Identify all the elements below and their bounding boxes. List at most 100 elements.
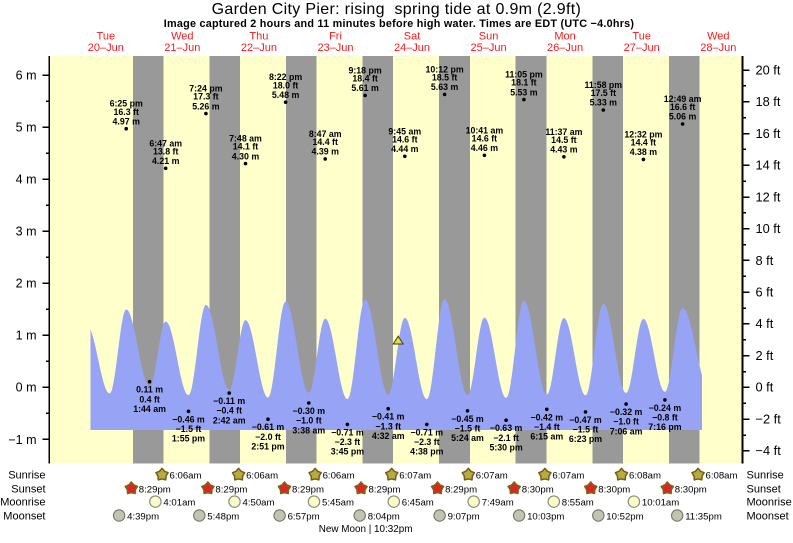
svg-text:16 ft: 16 ft xyxy=(756,126,781,141)
svg-text:6:07am: 6:07am xyxy=(476,471,508,482)
svg-text:2:51 pm: 2:51 pm xyxy=(251,442,284,452)
svg-text:6:47 am: 6:47 am xyxy=(149,138,182,148)
svg-text:12 ft: 12 ft xyxy=(756,189,781,204)
svg-text:13.8 ft: 13.8 ft xyxy=(153,146,178,156)
svg-text:4.46 m: 4.46 m xyxy=(471,143,499,153)
svg-text:8:29pm: 8:29pm xyxy=(292,484,324,495)
svg-text:5.63 m: 5.63 m xyxy=(431,82,459,92)
svg-text:Moonrise: Moonrise xyxy=(0,497,45,509)
svg-text:4:32 am: 4:32 am xyxy=(372,431,405,441)
svg-text:−0.46 m: −0.46 m xyxy=(172,414,205,424)
svg-text:0.11 m: 0.11 m xyxy=(136,385,163,395)
svg-text:18.1 ft: 18.1 ft xyxy=(511,78,536,88)
svg-text:18.4 ft: 18.4 ft xyxy=(352,74,377,84)
svg-text:2 ft: 2 ft xyxy=(756,348,774,363)
svg-text:6:07am: 6:07am xyxy=(399,471,431,482)
svg-text:11:37 am: 11:37 am xyxy=(545,127,582,137)
svg-text:10 ft: 10 ft xyxy=(756,221,781,236)
svg-text:5.33 m: 5.33 m xyxy=(590,98,618,108)
svg-text:−0.61 m: −0.61 m xyxy=(252,422,285,432)
svg-text:10:52pm: 10:52pm xyxy=(606,512,643,523)
svg-text:7:16 pm: 7:16 pm xyxy=(648,422,681,432)
svg-text:6:06am: 6:06am xyxy=(170,471,202,482)
svg-text:6:23 pm: 6:23 pm xyxy=(569,434,602,444)
svg-text:5.53 m: 5.53 m xyxy=(510,87,538,97)
svg-text:4.97 m: 4.97 m xyxy=(113,116,141,126)
svg-text:18.5 ft: 18.5 ft xyxy=(432,73,457,83)
svg-text:9:45 am: 9:45 am xyxy=(388,126,421,136)
svg-text:8:29pm: 8:29pm xyxy=(215,484,247,495)
svg-text:Wed: Wed xyxy=(171,31,193,43)
svg-text:14.6 ft: 14.6 ft xyxy=(392,134,417,144)
svg-text:−2.1 ft: −2.1 ft xyxy=(493,433,519,443)
svg-text:−2.3 ft: −2.3 ft xyxy=(414,437,440,447)
svg-text:Tue: Tue xyxy=(632,31,651,43)
svg-text:7:06 am: 7:06 am xyxy=(610,426,643,436)
svg-text:Image captured 2 hours and 11: Image captured 2 hours and 11 minutes be… xyxy=(164,18,635,30)
svg-text:−0.8 ft: −0.8 ft xyxy=(652,413,678,423)
svg-text:−1.5 ft: −1.5 ft xyxy=(573,425,599,435)
svg-text:8:30pm: 8:30pm xyxy=(675,484,707,495)
svg-text:22–Jun: 22–Jun xyxy=(241,42,277,54)
svg-text:4.30 m: 4.30 m xyxy=(232,151,260,161)
svg-text:16.6 ft: 16.6 ft xyxy=(670,102,695,112)
svg-text:Moonset: Moonset xyxy=(747,511,789,523)
svg-text:−0.71 m: −0.71 m xyxy=(331,427,364,437)
svg-text:1:44 am: 1:44 am xyxy=(133,404,166,414)
svg-text:8:47 am: 8:47 am xyxy=(309,129,342,139)
svg-text:8:29pm: 8:29pm xyxy=(445,484,477,495)
svg-text:Garden City Pier: rising spri: Garden City Pier: rising spring tide at … xyxy=(212,1,582,18)
svg-text:−0.32 m: −0.32 m xyxy=(610,407,643,417)
svg-text:−0.45 m: −0.45 m xyxy=(451,414,484,424)
svg-text:4.44 m: 4.44 m xyxy=(391,144,419,154)
svg-text:−0.71 m: −0.71 m xyxy=(411,427,444,437)
svg-text:2 m: 2 m xyxy=(16,277,37,291)
svg-text:5:30 pm: 5:30 pm xyxy=(489,443,522,453)
svg-text:6:08am: 6:08am xyxy=(706,471,738,482)
svg-text:7:48 am: 7:48 am xyxy=(229,134,262,144)
svg-text:5:24 am: 5:24 am xyxy=(451,433,484,443)
svg-text:11:05 pm: 11:05 pm xyxy=(505,70,543,80)
svg-text:−1 m: −1 m xyxy=(8,433,36,447)
svg-text:6:07am: 6:07am xyxy=(552,471,584,482)
svg-text:5.26 m: 5.26 m xyxy=(192,101,220,111)
svg-text:1 m: 1 m xyxy=(16,329,37,343)
svg-text:3:38 am: 3:38 am xyxy=(292,425,325,435)
svg-text:5 m: 5 m xyxy=(16,120,37,134)
svg-text:−0.30 m: −0.30 m xyxy=(293,406,326,416)
svg-text:4 ft: 4 ft xyxy=(756,316,774,331)
svg-text:6:15 am: 6:15 am xyxy=(530,432,563,442)
svg-text:4:01am: 4:01am xyxy=(163,498,195,509)
svg-text:21–Jun: 21–Jun xyxy=(164,42,200,54)
svg-text:−1.5 ft: −1.5 ft xyxy=(176,424,202,434)
svg-text:4:39pm: 4:39pm xyxy=(127,512,159,523)
svg-text:5:48pm: 5:48pm xyxy=(207,512,239,523)
svg-text:−0.63 m: −0.63 m xyxy=(490,423,523,433)
svg-text:10:12 pm: 10:12 pm xyxy=(426,64,464,74)
svg-text:8:29pm: 8:29pm xyxy=(139,484,171,495)
svg-text:1:55 pm: 1:55 pm xyxy=(172,434,205,444)
svg-text:Sat: Sat xyxy=(404,31,421,43)
svg-text:12:32 pm: 12:32 pm xyxy=(624,129,662,139)
svg-text:Wed: Wed xyxy=(707,31,729,43)
svg-text:Tue: Tue xyxy=(97,31,116,43)
svg-text:−2.0 ft: −2.0 ft xyxy=(255,432,281,442)
svg-text:−1.5 ft: −1.5 ft xyxy=(455,423,481,433)
svg-text:Moonset: Moonset xyxy=(3,511,45,523)
svg-text:20–Jun: 20–Jun xyxy=(88,42,124,54)
svg-text:11:35pm: 11:35pm xyxy=(685,512,722,523)
svg-text:−2 ft: −2 ft xyxy=(756,411,782,426)
svg-text:−0.41 m: −0.41 m xyxy=(372,412,405,422)
svg-text:10:03pm: 10:03pm xyxy=(527,512,564,523)
svg-text:8:29pm: 8:29pm xyxy=(369,484,401,495)
svg-text:0 ft: 0 ft xyxy=(756,380,774,395)
svg-text:Sunset: Sunset xyxy=(11,483,45,495)
svg-text:Sunrise: Sunrise xyxy=(8,470,45,482)
svg-text:7:24 pm: 7:24 pm xyxy=(189,84,222,94)
svg-text:−2.3 ft: −2.3 ft xyxy=(335,437,361,447)
svg-text:20 ft: 20 ft xyxy=(756,62,781,77)
svg-text:6:08am: 6:08am xyxy=(629,471,661,482)
svg-text:5.48 m: 5.48 m xyxy=(272,90,300,100)
svg-text:3 m: 3 m xyxy=(16,225,37,239)
svg-text:24–Jun: 24–Jun xyxy=(394,42,430,54)
